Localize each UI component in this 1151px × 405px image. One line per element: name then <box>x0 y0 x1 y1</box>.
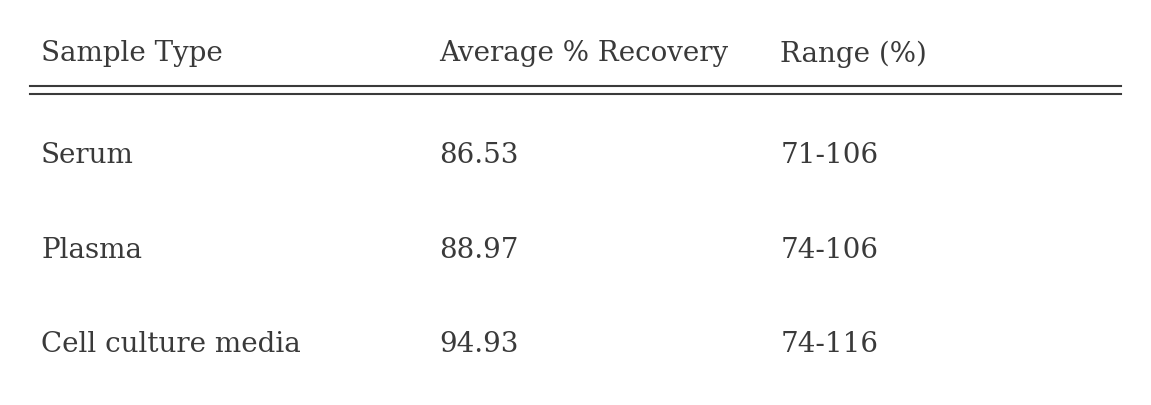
Text: 88.97: 88.97 <box>439 236 519 263</box>
Text: 74-106: 74-106 <box>780 236 878 263</box>
Text: 71-106: 71-106 <box>780 142 878 169</box>
Text: Plasma: Plasma <box>41 236 142 263</box>
Text: Sample Type: Sample Type <box>41 40 223 67</box>
Text: Serum: Serum <box>41 142 134 169</box>
Text: Average % Recovery: Average % Recovery <box>439 40 729 67</box>
Text: 74-116: 74-116 <box>780 330 878 357</box>
Text: 94.93: 94.93 <box>439 330 518 357</box>
Text: 86.53: 86.53 <box>439 142 518 169</box>
Text: Cell culture media: Cell culture media <box>41 330 300 357</box>
Text: Range (%): Range (%) <box>780 40 927 68</box>
